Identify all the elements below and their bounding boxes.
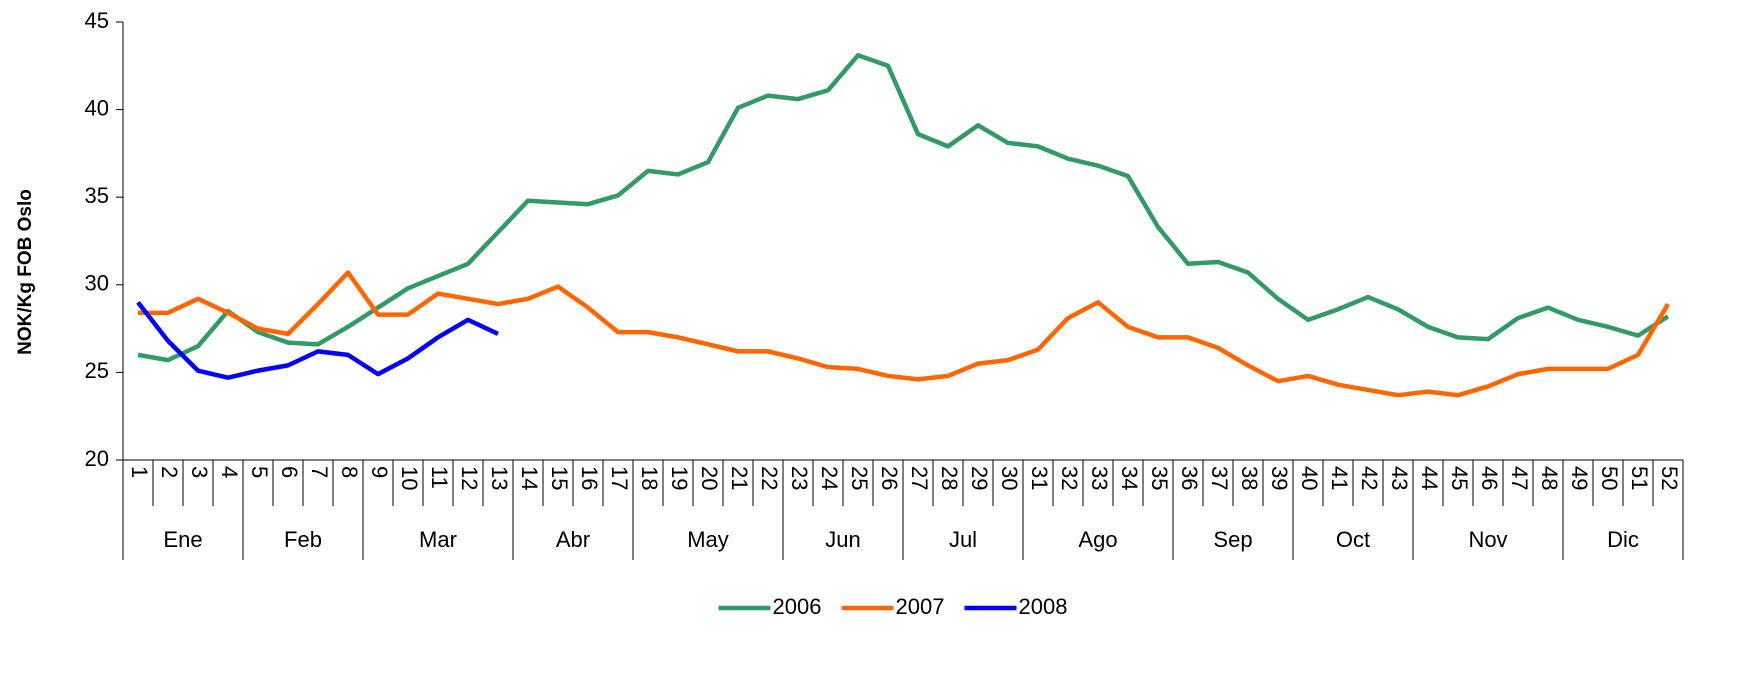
- y-tick-label: 20: [85, 446, 109, 471]
- x-tick-label: 31: [1027, 466, 1052, 490]
- x-tick-label: 4: [217, 466, 242, 478]
- x-tick-label: 23: [787, 466, 812, 490]
- x-tick-label: 39: [1267, 466, 1292, 490]
- x-tick-label: 44: [1417, 466, 1442, 490]
- x-tick-label: 36: [1177, 466, 1202, 490]
- x-tick-label: 37: [1207, 466, 1232, 490]
- x-tick-label: 45: [1447, 466, 1472, 490]
- month-label: May: [687, 527, 729, 552]
- x-tick-label: 21: [727, 466, 752, 490]
- month-label: Jun: [825, 527, 860, 552]
- x-tick-label: 48: [1537, 466, 1562, 490]
- month-label: Ago: [1078, 527, 1117, 552]
- y-tick-label: 40: [85, 95, 109, 120]
- y-tick-label: 30: [85, 271, 109, 296]
- x-tick-label: 9: [367, 466, 392, 478]
- x-tick-label: 33: [1087, 466, 1112, 490]
- x-tick-label: 3: [187, 466, 212, 478]
- x-tick-label: 34: [1117, 466, 1142, 490]
- x-tick-label: 16: [577, 466, 602, 490]
- line-series: [136, 300, 499, 380]
- x-tick-label: 2: [157, 466, 182, 478]
- x-tick-label: 35: [1147, 466, 1172, 490]
- x-tick-label: 17: [607, 466, 632, 490]
- x-tick-label: 11: [427, 466, 452, 489]
- x-tick-label: 5: [247, 466, 272, 478]
- x-tick-label: 7: [307, 466, 332, 478]
- month-label: Jul: [949, 527, 977, 552]
- month-label: Feb: [284, 527, 322, 552]
- x-tick-label: 19: [667, 466, 692, 490]
- x-tick-label: 20: [697, 466, 722, 490]
- y-axis-label: NOK/Kg FOB Oslo: [15, 189, 36, 355]
- x-tick-label: 42: [1357, 466, 1382, 490]
- y-tick-label: 35: [85, 183, 109, 208]
- x-tick-label: 46: [1477, 466, 1502, 490]
- line-series: [137, 53, 1670, 363]
- month-label: Dic: [1607, 527, 1639, 552]
- month-label: Oct: [1336, 527, 1370, 552]
- x-tick-label: 49: [1567, 466, 1592, 490]
- x-tick-label: 10: [397, 466, 422, 490]
- x-tick-label: 38: [1237, 466, 1262, 490]
- y-tick-label: 45: [85, 8, 109, 33]
- x-tick-label: 6: [277, 466, 302, 478]
- x-tick-label: 26: [877, 466, 902, 490]
- x-tick-label: 43: [1387, 466, 1412, 490]
- x-tick-label: 51: [1627, 466, 1652, 490]
- x-tick-label: 29: [967, 466, 992, 490]
- month-label: Ene: [163, 527, 202, 552]
- x-tick-label: 24: [817, 466, 842, 490]
- x-tick-label: 41: [1327, 466, 1352, 490]
- y-tick-label: 25: [85, 358, 109, 383]
- x-tick-label: 12: [457, 466, 482, 490]
- month-label: Abr: [556, 527, 590, 552]
- x-tick-label: 32: [1057, 466, 1082, 490]
- month-label: Sep: [1213, 527, 1252, 552]
- month-label: Mar: [419, 527, 457, 552]
- x-tick-label: 30: [997, 466, 1022, 490]
- legend-label: 2008: [1019, 594, 1068, 619]
- month-label: Nov: [1468, 527, 1507, 552]
- x-tick-label: 13: [487, 466, 512, 490]
- x-tick-label: 8: [337, 466, 362, 478]
- legend-label: 2006: [773, 594, 822, 619]
- x-tick-label: 15: [547, 466, 572, 490]
- legend-label: 2007: [896, 594, 945, 619]
- x-tick-label: 50: [1597, 466, 1622, 490]
- x-tick-label: 47: [1507, 466, 1532, 490]
- x-tick-label: 1: [127, 466, 152, 478]
- x-tick-label: 25: [847, 466, 872, 490]
- x-tick-label: 28: [937, 466, 962, 490]
- x-tick-label: 40: [1297, 466, 1322, 490]
- x-tick-label: 14: [517, 466, 542, 490]
- x-tick-label: 52: [1657, 466, 1682, 490]
- x-tick-label: 18: [637, 466, 662, 490]
- x-tick-label: 27: [907, 466, 932, 490]
- line-series: [138, 270, 1670, 398]
- x-tick-label: 22: [757, 466, 782, 490]
